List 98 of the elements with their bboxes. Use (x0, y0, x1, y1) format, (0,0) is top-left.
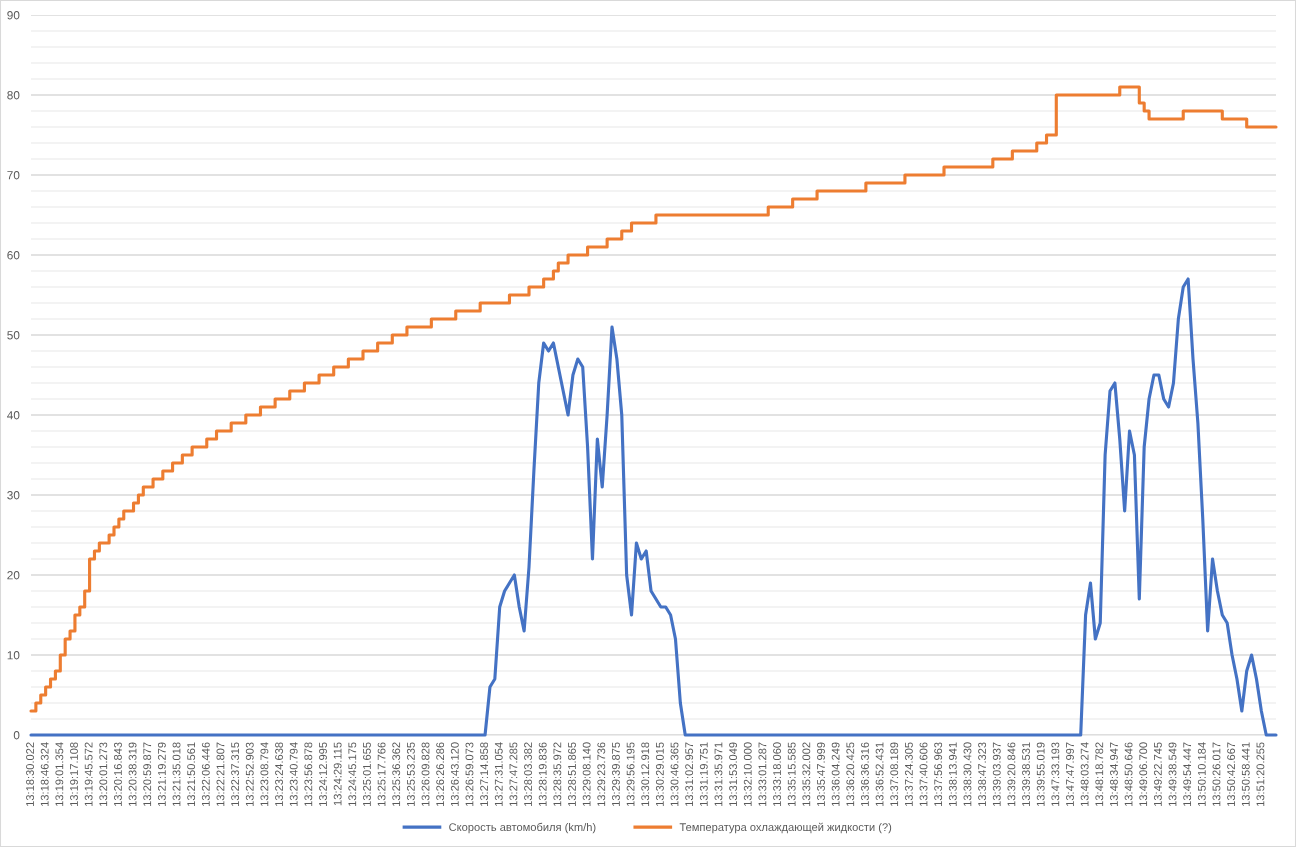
x-tick-label: 13:24:12.995 (319, 742, 327, 806)
x-tick-label: 13:39:55.019 (1036, 742, 1045, 806)
x-tick-label: 13:21:19.279 (157, 742, 166, 806)
x-tick-label: 13:23:56.878 (304, 742, 313, 806)
x-tick-label: 13:28:35.972 (553, 742, 562, 806)
line-series (29, 277, 1278, 737)
x-tick-label: 13:29:56.195 (626, 742, 635, 806)
x-tick-label: 13:39:38.531 (1022, 742, 1030, 806)
y-tick-label: 30 (7, 491, 20, 500)
x-tick-label: 13:36:20.425 (846, 742, 855, 806)
x-tick-label: 13:37:56.963 (934, 742, 943, 806)
y-tick-label: 50 (7, 331, 20, 340)
x-tick-label: 13:18:46.324 (40, 742, 49, 806)
x-tick-label: 13:23:40.794 (289, 742, 298, 806)
x-tick-label: 13:29:39.875 (612, 742, 620, 806)
x-tick-label: 13:37:08.189 (890, 742, 899, 806)
x-tick-label: 13:20:59.877 (143, 742, 152, 806)
x-tick-label: 13:38:13.941 (948, 742, 957, 806)
x-tick-label: 13:32:10.000 (743, 742, 752, 806)
x-tick-label: 13:50:26.017 (1212, 742, 1221, 806)
x-tick-label: 13:18:30.022 (26, 742, 34, 806)
x-tick-label: 13:31:53.049 (729, 742, 738, 806)
legend-label: Температура охлаждающей жидкости (?) (679, 822, 892, 834)
x-tick-label: 13:39:03.937 (992, 742, 1001, 806)
x-tick-label: 13:27:47.285 (509, 742, 518, 806)
x-tick-label: 13:30:29.015 (655, 742, 664, 806)
x-tick-label: 13:30:46.365 (670, 742, 679, 806)
x-tick-label: 13:25:17.766 (377, 742, 386, 806)
y-tick-label: 0 (13, 731, 20, 740)
x-tick-label: 13:47:33.193 (1051, 742, 1060, 806)
x-tick-label: 13:27:31.054 (494, 742, 503, 806)
x-tick-label: 13:33:18.060 (773, 742, 781, 806)
x-tick-label: 13:37:24.305 (904, 742, 913, 806)
x-tick-label: 13:25:01.655 (363, 742, 371, 806)
x-tick-label: 13:22:37.315 (231, 742, 240, 806)
x-tick-label: 13:22:21.807 (216, 742, 225, 806)
x-tick-label: 13:49:54.447 (1183, 742, 1192, 806)
x-tick-label: 13:27:14.858 (480, 742, 489, 806)
x-tick-label: 13:49:06.700 (1139, 742, 1148, 806)
x-tick-label: 13:35:15.585 (787, 742, 796, 806)
x-tick-label: 13:38:47.323 (978, 742, 987, 806)
x-tick-label: 13:48:03.274 (1080, 742, 1089, 806)
x-tick-label: 13:35:47.999 (817, 742, 825, 806)
x-tick-label: 13:51:20.255 (1256, 742, 1265, 806)
x-tick-label: 13:28:19.836 (538, 742, 547, 806)
x-tick-label: 13:35:32.002 (802, 742, 811, 806)
x-tick-label: 13:29:08.140 (582, 742, 591, 806)
x-tick-label: 13:26:43.120 (450, 742, 459, 806)
x-tick-label: 13:50:58.441 (1241, 742, 1250, 806)
x-tick-label: 13:20:38.319 (128, 742, 137, 806)
x-tick-label: 13:48:18.782 (1095, 742, 1104, 806)
x-tick-label: 13:30:12.918 (641, 742, 650, 806)
x-tick-label: 13:26:09.828 (421, 742, 430, 806)
x-tick-label: 13:25:53.235 (406, 742, 415, 806)
x-tick-label: 13:19:17.108 (70, 742, 78, 806)
x-tick-label: 13:49:22.745 (1153, 742, 1162, 806)
x-tick-label: 13:36:04.249 (831, 742, 840, 806)
legend-label: Скорость автомобиля (km/h) (449, 822, 596, 834)
x-tick-label: 13:22:06.446 (201, 742, 210, 806)
y-tick-label: 80 (7, 91, 20, 100)
x-tick-label: 13:49:38.549 (1168, 742, 1177, 806)
x-tick-label: 13:25:36.362 (392, 742, 401, 806)
x-tick-label: 13:21:35.018 (172, 742, 181, 806)
x-tick-label: 13:23:08.794 (260, 742, 269, 806)
x-tick-label: 13:33:01.287 (758, 742, 767, 806)
x-tick-label: 13:24:29.115 (333, 742, 342, 806)
x-tick-label: 13:20:01.273 (99, 742, 108, 806)
y-tick-label: 20 (7, 571, 20, 580)
x-tick-label: 13:39:20.846 (1007, 742, 1016, 806)
x-tick-label: 13:28:51.865 (568, 742, 576, 806)
x-tick-label: 13:26:26.286 (436, 742, 445, 806)
x-tick-label: 13:26:59.073 (465, 742, 474, 806)
x-tick-label: 13:28:03.382 (524, 742, 532, 806)
y-tick-label: 60 (7, 251, 20, 260)
x-tick-label: 13:31:19.751 (699, 742, 708, 806)
y-tick-label: 70 (7, 171, 20, 180)
y-tick-label: 40 (7, 411, 20, 420)
x-tick-label: 13:29:23.736 (597, 742, 606, 806)
x-tick-label: 13:36:52.431 (875, 742, 884, 806)
x-tick-label: 13:48:34.947 (1110, 742, 1118, 806)
x-tick-label: 13:22:52.903 (245, 742, 254, 806)
x-tick-label: 13:20:16.843 (114, 742, 122, 806)
x-tick-label: 13:19:45.572 (84, 742, 93, 806)
x-tick-label: 13:48:50.646 (1124, 742, 1133, 806)
y-tick-label: 10 (7, 651, 20, 660)
x-tick-label: 13:31:02.957 (685, 742, 694, 806)
x-tick-label: 13:19:01.354 (55, 742, 64, 806)
x-tick-label: 13:31:35.971 (714, 742, 723, 806)
x-tick-label: 13:38:30.430 (963, 742, 972, 806)
y-tick-label: 90 (7, 11, 20, 20)
x-tick-label: 13:50:42.667 (1227, 742, 1236, 806)
x-tick-label: 13:37:40.606 (919, 742, 928, 806)
x-tick-label: 13:47:47.997 (1066, 742, 1074, 806)
x-tick-label: 13:24:45.175 (348, 742, 357, 806)
x-tick-label: 13:21:50.561 (187, 742, 196, 806)
x-tick-label: 13:36:36.316 (861, 742, 869, 806)
x-tick-label: 13:50:10.184 (1197, 742, 1206, 806)
x-tick-label: 13:23:24.638 (275, 742, 283, 806)
